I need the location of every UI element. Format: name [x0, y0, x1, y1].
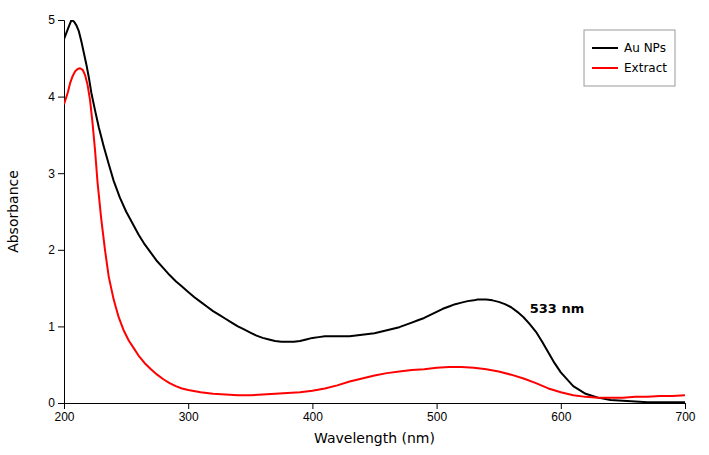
tick-label: 0 [48, 396, 55, 410]
tick-mark [58, 326, 64, 327]
series-line [64, 68, 685, 397]
tick: 1 [48, 320, 64, 334]
y-axis-title: Absorbance [5, 170, 21, 253]
tick-mark [58, 403, 64, 404]
tick-label: 5 [48, 13, 55, 27]
x-axis-title: Wavelength (nm) [314, 430, 435, 446]
plot: 200 300 400 500 600 700 0 1 2 3 4 5 533 nm Au NPs Extr… [48, 13, 696, 423]
tick: 4 [48, 90, 64, 104]
tick: 0 [48, 396, 64, 410]
tick-label: 2 [48, 243, 55, 257]
tick-mark [561, 403, 562, 409]
annotations: 533 nm [530, 301, 584, 316]
legend-label: Au NPs [624, 41, 666, 55]
legend-swatch [592, 47, 618, 49]
tick: 200 [54, 403, 74, 424]
tick-label: 600 [551, 410, 571, 424]
tick-label: 300 [179, 410, 199, 424]
tick-mark [437, 403, 438, 409]
tick-mark [58, 250, 64, 251]
axis-line [65, 404, 686, 410]
legend: Au NPs Extract [584, 30, 675, 86]
tick-mark [188, 403, 189, 409]
lines [64, 20, 685, 402]
tick-mark [58, 173, 64, 174]
tick: 600 [551, 403, 571, 424]
tick: 700 [675, 403, 695, 424]
tick: 500 [427, 403, 447, 424]
tick-mark [312, 403, 313, 409]
tick-mark [58, 97, 64, 98]
tick-label: 200 [54, 410, 74, 424]
y-axis: 0 1 2 3 4 5 [48, 13, 64, 410]
tick: 3 [48, 167, 64, 181]
annotation: 533 nm [530, 301, 584, 316]
tick-label: 700 [675, 410, 695, 424]
tick: 400 [303, 403, 323, 424]
axis-line [58, 21, 65, 404]
tick-mark [58, 20, 64, 21]
legend-frame [584, 30, 675, 86]
tick-mark [685, 403, 686, 409]
tick: 300 [179, 403, 199, 424]
series-line [64, 20, 685, 402]
legend-swatch [592, 67, 618, 69]
tick-label: 4 [48, 90, 55, 104]
chart: 200 300 400 500 600 700 0 1 2 3 4 5 533 nm Au NPs Extr… [0, 0, 709, 455]
tick: 5 [48, 13, 64, 27]
tick-label: 1 [48, 320, 55, 334]
legend-label: Extract [624, 61, 667, 75]
tick-label: 500 [427, 410, 447, 424]
tick-label: 3 [48, 167, 55, 181]
x-axis: 200 300 400 500 600 700 [54, 403, 695, 424]
tick: 2 [48, 243, 64, 257]
tick-label: 400 [303, 410, 323, 424]
